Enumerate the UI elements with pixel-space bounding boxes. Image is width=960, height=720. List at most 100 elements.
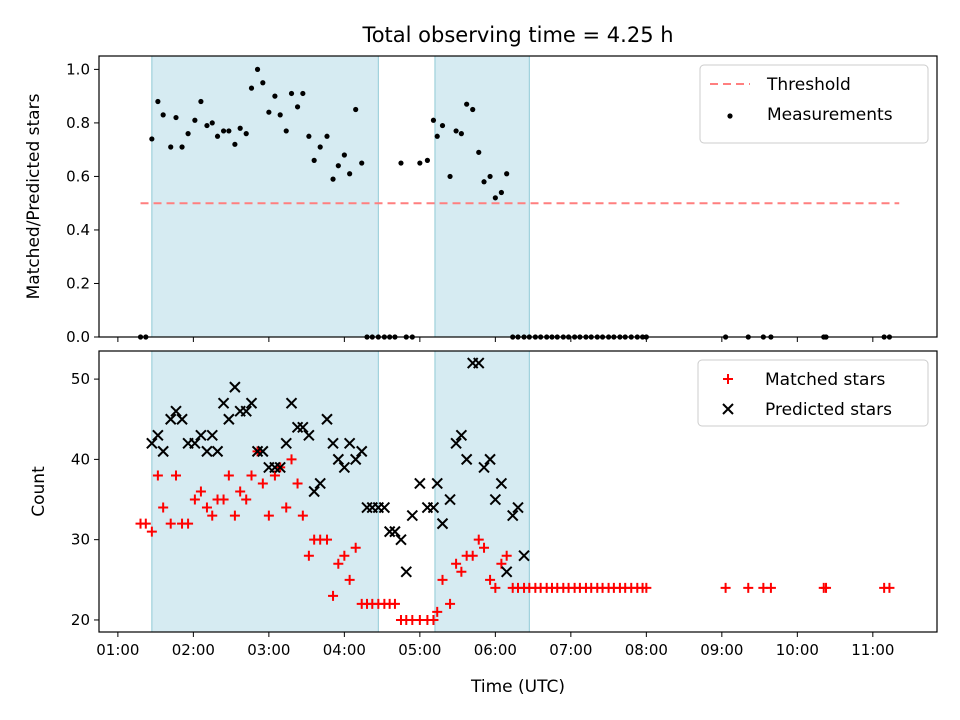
shaded-interval bbox=[434, 351, 530, 632]
predicted-stars-point bbox=[176, 413, 188, 425]
matched-stars-point bbox=[485, 574, 496, 585]
matched-stars-point bbox=[479, 542, 490, 553]
predicted-stars-point bbox=[223, 413, 235, 425]
predicted-stars-point bbox=[460, 453, 473, 466]
matched-stars-point bbox=[195, 486, 206, 497]
measurement-point bbox=[300, 90, 306, 97]
predicted-stars-point bbox=[146, 437, 158, 450]
x-tick-label: 06:00 bbox=[474, 641, 517, 659]
predicted-stars-point bbox=[308, 485, 320, 498]
series-matched-stars bbox=[135, 446, 895, 625]
y-axis-label: Matched/Predicted stars bbox=[24, 93, 44, 299]
measurement-point bbox=[232, 141, 238, 147]
matched-stars-point bbox=[456, 566, 467, 577]
predicted-stars-point bbox=[274, 461, 286, 474]
predicted-stars-point bbox=[378, 501, 391, 514]
predicted-stars-point bbox=[450, 437, 462, 450]
count-panel: 01:00 02:00 03:00 04:00 05:00 06:00 07:00 08:00… bbox=[29, 350, 938, 659]
matched-stars-point bbox=[428, 614, 439, 625]
matched-stars-point bbox=[281, 502, 292, 513]
y-tick-label: 0.8 bbox=[66, 114, 90, 132]
y-tick-label: 20 bbox=[71, 611, 90, 629]
measurement-point bbox=[359, 160, 365, 166]
predicted-stars-point bbox=[206, 429, 218, 442]
measurement-point bbox=[173, 114, 179, 121]
matched-stars-point bbox=[350, 542, 361, 553]
predicted-stars-point bbox=[314, 477, 326, 490]
matched-stars-point bbox=[821, 582, 832, 593]
matched-stars-point bbox=[473, 534, 484, 545]
matched-stars-point bbox=[451, 558, 462, 569]
measurement-point bbox=[481, 179, 487, 185]
predicted-stars-point bbox=[229, 381, 241, 393]
matched-stars-point bbox=[189, 494, 200, 505]
matched-stars-point bbox=[218, 494, 229, 505]
legend-entry-label: Matched stars bbox=[765, 370, 885, 390]
predicted-stars-point bbox=[189, 437, 201, 450]
measurement-point bbox=[283, 128, 289, 134]
measurement-point bbox=[198, 98, 204, 105]
predicted-stars-point bbox=[285, 397, 298, 409]
predicted-stars-point bbox=[297, 421, 309, 433]
measurement-point bbox=[324, 133, 330, 139]
predicted-stars-point bbox=[195, 429, 207, 442]
predicted-stars-point bbox=[321, 413, 333, 425]
x-tick-label: 04:00 bbox=[323, 641, 366, 659]
predicted-stars-point bbox=[170, 405, 182, 417]
matched-stars-point bbox=[246, 470, 257, 481]
predicted-stars-point bbox=[245, 397, 258, 409]
measurement-point bbox=[192, 117, 198, 123]
predicted-stars-point bbox=[303, 429, 315, 442]
measurement-point bbox=[288, 90, 295, 97]
measurement-point bbox=[254, 66, 261, 72]
measurement-point bbox=[317, 144, 323, 150]
measurement-point bbox=[220, 128, 227, 134]
matched-stars-point bbox=[297, 510, 308, 521]
predicted-stars-point bbox=[356, 445, 368, 458]
predicted-stars-point bbox=[165, 413, 177, 425]
legend-entry-label: Measurements bbox=[767, 105, 893, 125]
predicted-stars-point bbox=[414, 477, 426, 490]
legend: Matched stars Predicted stars bbox=[697, 359, 929, 427]
predicted-stars-point bbox=[257, 445, 269, 458]
legend-matched-swatch bbox=[723, 374, 733, 384]
measurement-point bbox=[353, 106, 359, 113]
predicted-stars-point bbox=[157, 445, 169, 458]
x-tick-label: 09:00 bbox=[700, 641, 743, 659]
measurement-point bbox=[237, 125, 243, 131]
measurement-point bbox=[209, 120, 215, 126]
x-tick-label: 08:00 bbox=[625, 641, 668, 659]
measurement-point bbox=[464, 101, 470, 107]
measurement-point bbox=[160, 112, 166, 118]
measurement-point bbox=[149, 136, 155, 142]
y-tick-label: 0.6 bbox=[66, 167, 90, 185]
predicted-stars-point bbox=[349, 453, 362, 466]
shaded-interval bbox=[151, 56, 379, 337]
matched-stars-point bbox=[467, 550, 478, 561]
measurement-point bbox=[168, 144, 174, 150]
measurement-point bbox=[311, 157, 317, 163]
matched-stars-point bbox=[328, 590, 339, 601]
measurement-point bbox=[398, 160, 404, 166]
measurement-point bbox=[179, 144, 185, 150]
predicted-stars-point bbox=[455, 429, 468, 442]
x-tick-label: 05:00 bbox=[398, 641, 441, 659]
matched-stars-point bbox=[432, 606, 443, 617]
legend-predicted-swatch bbox=[722, 403, 734, 415]
legend-entry-label: Threshold bbox=[766, 75, 851, 95]
predicted-stars-point bbox=[327, 437, 339, 450]
predicted-stars-point bbox=[400, 566, 412, 578]
ratio-panel: 0.0 0.2 0.4 0.6 0.8 1.0 Matched/Predicted star… bbox=[24, 55, 938, 346]
series-predicted-stars bbox=[146, 357, 530, 578]
measurement-point bbox=[260, 80, 266, 86]
chart-title: Total observing time = 4.25 h bbox=[361, 23, 673, 47]
predicted-stars-point bbox=[507, 509, 519, 522]
matched-stars-point bbox=[140, 518, 151, 529]
matched-stars-point bbox=[720, 582, 731, 593]
legend-box bbox=[697, 359, 929, 427]
predicted-stars-point bbox=[217, 397, 230, 409]
y-tick-label: 0.0 bbox=[66, 328, 90, 346]
measurement-point bbox=[504, 171, 510, 177]
measurement-point bbox=[492, 195, 498, 201]
matched-stars-point bbox=[743, 582, 754, 593]
